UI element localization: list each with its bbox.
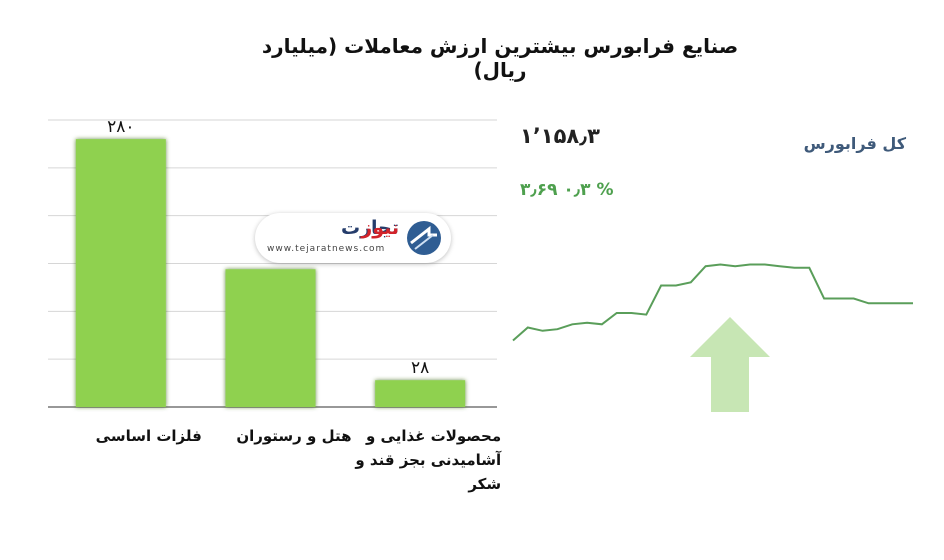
bar xyxy=(375,380,466,407)
bar-value-label: ۲۸ xyxy=(411,358,429,378)
category-label-line: فلزات اساسی xyxy=(95,427,202,445)
chart-title: صنایع فرابورس بیشترین ارزش معاملات (میلی… xyxy=(261,34,739,82)
logo: تجارت نیوز www.tejaratnews.com xyxy=(255,213,451,263)
category-label-line: هتل و رستوران xyxy=(236,427,352,445)
up-arrow-icon xyxy=(690,317,770,412)
category-label: فلزات اساسی xyxy=(26,424,202,448)
category-label: محصولات غذایی و آشامیدنی بجز قند و شکر xyxy=(325,424,501,496)
logo-url: www.tejaratnews.com xyxy=(267,244,386,254)
bar xyxy=(75,139,166,407)
index-value: ۱٬۱۵۸٫۳ xyxy=(520,124,600,148)
index-change: ۳٫۶۹ ۰٫۳ % xyxy=(520,180,614,200)
logo-emblem-icon xyxy=(407,221,441,255)
logo-text-tejarat: تجارت xyxy=(341,217,399,239)
index-sparkline xyxy=(512,263,913,342)
category-label-line: شکر xyxy=(468,475,502,493)
index-name: کل فرابورس xyxy=(803,134,906,153)
category-label-line: آشامیدنی بجز قند و xyxy=(355,451,502,469)
bar-value-label: ۲۸۰ xyxy=(107,117,134,137)
logo-text-news: نیوز xyxy=(361,217,399,239)
category-label: هتل و رستوران xyxy=(176,424,352,448)
category-label-line: محصولات غذایی و xyxy=(366,427,502,445)
bar xyxy=(225,269,316,407)
